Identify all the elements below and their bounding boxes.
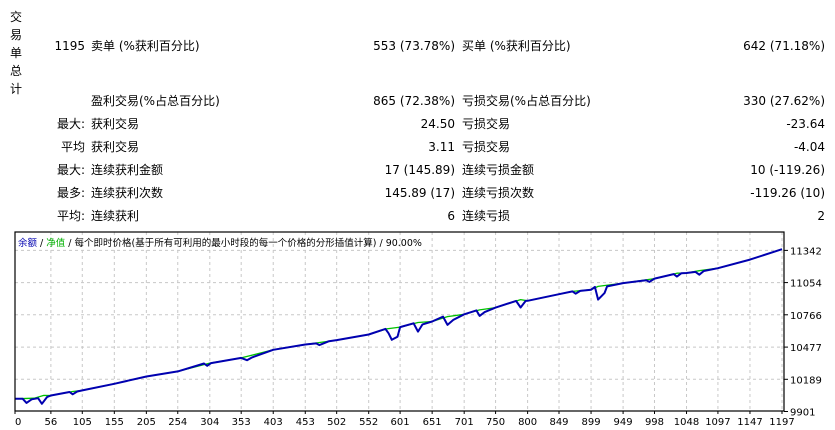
stats-cell-c4: 买单 (%获利百分比) <box>462 39 571 53</box>
balance-equity-chart: 9901 10189 10477 10766 11054 11342 0 56 105 155 20… <box>14 231 822 428</box>
x-tick-label: 1147 <box>737 417 762 428</box>
x-tick-label: 1097 <box>705 417 730 428</box>
x-tick-label: 0 <box>15 417 21 428</box>
stats-cell-c5: 2 <box>817 209 825 223</box>
x-tick-label: 56 <box>45 417 58 428</box>
stats-cell-c4: 连续亏损 <box>462 209 511 223</box>
x-tick-label: 155 <box>105 417 124 428</box>
legend-balance: 余额 <box>18 238 38 249</box>
x-tick-label: 601 <box>391 417 410 428</box>
stats-cell-c1: 平均 <box>60 140 85 154</box>
stats-row: 1195 卖单 (%获利百分比) 553 (73.78%) 买单 (%获利百分比) 64… <box>0 37 835 55</box>
legend-equity: 净值 <box>46 238 66 249</box>
stats-row: 最大: 连续获利金额 17 (145.89) 连续亏损金额 10 (-119.26) <box>0 161 835 179</box>
x-tick-label: 105 <box>73 417 92 428</box>
legend-sep: / <box>37 238 47 249</box>
stats-cell-c1: 最大: <box>56 117 85 131</box>
stats-cell-c4: 亏损交易 <box>462 117 511 131</box>
stats-cell-c2: 盈利交易(%占总百分比) <box>91 94 220 108</box>
stats-cell-c5: -4.04 <box>793 140 825 154</box>
x-tick-label: 998 <box>645 417 664 428</box>
stats-cell-c1: 最多: <box>56 186 85 200</box>
stats-cell-c2: 连续获利 <box>91 209 140 223</box>
y-tick-label: 10477 <box>790 343 822 354</box>
stats-row: 最多: 连续获利次数 145.89 (17) 连续亏损次数 -119.26 (10) <box>0 184 835 202</box>
stats-cell-c4: 亏损交易 <box>462 140 511 154</box>
y-tick-label: 9901 <box>790 408 815 419</box>
stats-cell-c3: 145.89 (17) <box>384 186 455 200</box>
y-tick-label: 10189 <box>790 375 822 386</box>
stats-cell-c1: 1195 <box>54 39 85 53</box>
x-tick-label: 750 <box>486 417 505 428</box>
stats-cell-c3: 553 (73.78%) <box>373 39 455 53</box>
y-tick-label: 11054 <box>790 279 822 290</box>
stats-cell-c2: 卖单 (%获利百分比) <box>91 39 200 53</box>
x-tick-label: 552 <box>359 417 378 428</box>
stats-cell-c3: 865 (72.38%) <box>373 94 455 108</box>
x-tick-label: 899 <box>582 417 601 428</box>
x-tick-label: 254 <box>168 417 187 428</box>
x-tick-label: 800 <box>518 417 537 428</box>
section-label-total-trades: 交易单总计 <box>10 10 23 96</box>
x-tick-label: 353 <box>232 417 251 428</box>
x-tick-label: 651 <box>423 417 442 428</box>
stats-cell-c5: 10 (-119.26) <box>750 163 825 177</box>
chart-legend: 余额 / 净值 / 每个即时价格(基于所有可利用的最小时段的每一个价格的分形插值… <box>18 235 422 249</box>
x-tick-label: 1048 <box>674 417 699 428</box>
stats-row: 最大: 获利交易 24.50 亏损交易 -23.64 <box>0 115 835 133</box>
plot-area <box>15 232 784 411</box>
stats-row: 盈利交易(%占总百分比) 865 (72.38%) 亏损交易(%占总百分比) 330 … <box>0 92 835 110</box>
x-tick-label: 304 <box>200 417 219 428</box>
plot-border <box>14 231 785 412</box>
series-line-balance <box>15 248 783 405</box>
stats-cell-c5: 330 (27.62%) <box>743 94 825 108</box>
x-tick-label: 453 <box>296 417 315 428</box>
stats-cell-c3: 6 <box>447 209 455 223</box>
legend-sep: / <box>65 238 75 249</box>
stats-row: 平均: 连续获利 6 连续亏损 2 <box>0 207 835 225</box>
stats-cell-c2: 获利交易 <box>91 140 140 154</box>
x-tick-label: 949 <box>614 417 633 428</box>
x-tick-label: 1197 <box>769 417 794 428</box>
stats-cell-c4: 亏损交易(%占总百分比) <box>462 94 591 108</box>
x-tick-label: 849 <box>549 417 568 428</box>
stats-cell-c5: 642 (71.18%) <box>743 39 825 53</box>
stats-cell-c1: 平均: <box>56 209 85 223</box>
x-tick-label: 205 <box>137 417 156 428</box>
stats-cell-c5: -23.64 <box>786 117 825 131</box>
stats-cell-c2: 获利交易 <box>91 117 140 131</box>
legend-quality: 90.00% <box>385 238 422 249</box>
stats-cell-c1: 最大: <box>56 163 85 177</box>
stats-cell-c5: -119.26 (10) <box>750 186 825 200</box>
stats-cell-c3: 24.50 <box>420 117 455 131</box>
stats-cell-c2: 连续获利次数 <box>91 186 164 200</box>
legend-model: 每个即时价格(基于所有可利用的最小时段的每一个价格的分形插值计算) <box>74 238 377 249</box>
legend-sep: / <box>376 238 386 249</box>
stats-cell-c3: 3.11 <box>428 140 455 154</box>
x-tick-label: 701 <box>455 417 474 428</box>
y-tick-label: 10766 <box>790 311 822 322</box>
stats-row: 平均 获利交易 3.11 亏损交易 -4.04 <box>0 138 835 156</box>
stats-cell-c2: 连续获利金额 <box>91 163 164 177</box>
stats-cell-c4: 连续亏损次数 <box>462 186 535 200</box>
stats-cell-c3: 17 (145.89) <box>384 163 455 177</box>
stats-cell-c4: 连续亏损金额 <box>462 163 535 177</box>
x-tick-label: 502 <box>327 417 346 428</box>
x-tick-label: 403 <box>264 417 283 428</box>
y-tick-label: 11342 <box>790 246 822 257</box>
